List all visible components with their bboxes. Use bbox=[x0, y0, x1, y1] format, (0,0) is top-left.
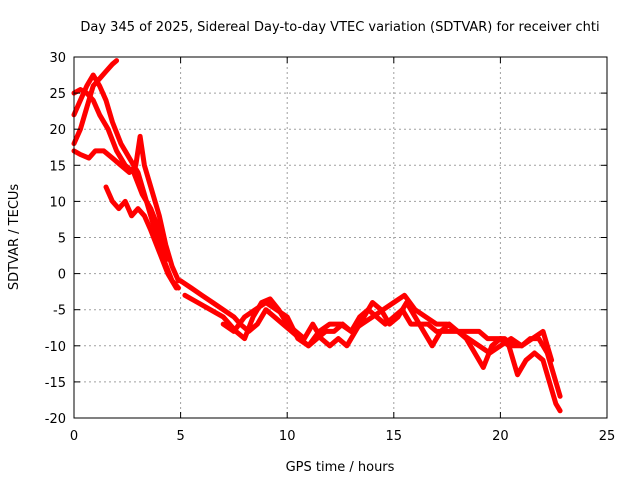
series-track-5 bbox=[103, 184, 179, 291]
x-axis-label: GPS time / hours bbox=[286, 460, 395, 475]
series-layer bbox=[71, 58, 563, 414]
series-track-4 bbox=[71, 133, 181, 284]
y-axis-label: SDTVAR / TECUs bbox=[7, 184, 22, 291]
x-tick-label: 20 bbox=[492, 429, 509, 444]
chart-title: Day 345 of 2025, Sidereal Day-to-day VTE… bbox=[80, 20, 599, 35]
y-tick-label: 30 bbox=[49, 51, 66, 66]
x-tick-label: 5 bbox=[176, 429, 184, 444]
y-tick-label: 10 bbox=[49, 195, 66, 210]
series-track-3 bbox=[71, 87, 171, 262]
x-tick-label: 10 bbox=[279, 429, 296, 444]
x-tick-label: 15 bbox=[386, 429, 403, 444]
x-tick-label: 0 bbox=[70, 429, 78, 444]
y-tick-label: 15 bbox=[49, 159, 66, 174]
y-tick-label: 0 bbox=[58, 268, 66, 283]
series-track-8 bbox=[220, 292, 555, 363]
y-tick-label: 5 bbox=[58, 232, 66, 247]
y-tick-label: 20 bbox=[49, 123, 66, 138]
y-tick-label: -10 bbox=[45, 340, 66, 355]
y-tick-label: -20 bbox=[45, 412, 66, 427]
y-tick-label: -15 bbox=[45, 376, 66, 391]
y-tick-label: 25 bbox=[49, 87, 66, 102]
axis-ticks: 0 5 10 15 20 25 -20 -15 -10 -5 0 5 10 15 20 25 30 bbox=[45, 51, 616, 444]
grid-lines bbox=[74, 57, 607, 418]
y-tick-label: -5 bbox=[53, 304, 66, 319]
x-tick-label: 25 bbox=[599, 429, 616, 444]
